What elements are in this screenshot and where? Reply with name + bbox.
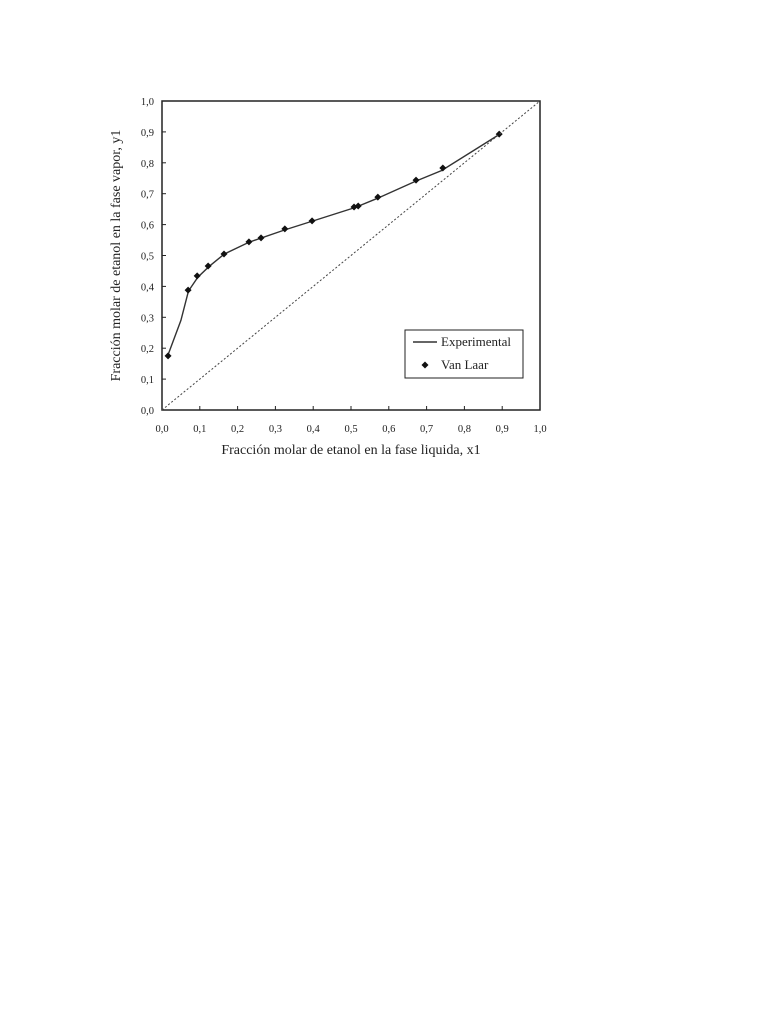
data-point (374, 193, 382, 201)
x-tick-label: 0,3 (269, 424, 282, 435)
x-tick-label: 0,9 (496, 424, 509, 435)
data-point (193, 272, 201, 280)
reference-line (161, 100, 541, 411)
x-tick-label: 0,5 (344, 424, 357, 435)
y-tick-label: 0,8 (141, 159, 154, 170)
data-point (412, 176, 420, 184)
data-point (354, 202, 362, 210)
y-tick-label: 1,0 (141, 97, 154, 108)
x-tick-label: 0,1 (193, 424, 206, 435)
data-line (167, 134, 499, 357)
data-point (308, 217, 316, 225)
y-tick-label: 0,3 (141, 313, 154, 324)
x-tick-label: 0,0 (155, 424, 168, 435)
y-tick-label: 0,4 (141, 282, 155, 293)
data-point (204, 262, 212, 270)
x-tick-label: 1,0 (533, 424, 546, 435)
data-point (281, 225, 289, 233)
y-tick-label: 0,9 (141, 128, 154, 139)
y-tick-label: 0,0 (141, 406, 154, 417)
legend-marker (421, 361, 429, 369)
legend-label: Experimental (441, 334, 511, 349)
x-tick-label: 0,4 (307, 424, 321, 435)
x-tick-label: 0,8 (458, 424, 471, 435)
y-tick-label: 0,7 (141, 190, 154, 201)
x-tick-label: 0,6 (382, 424, 395, 435)
x-axis-label: Fracción molar de etanol en la fase liqu… (221, 443, 480, 458)
data-point (257, 234, 265, 242)
data-point (220, 250, 228, 258)
y-tick-label: 0,5 (141, 252, 154, 263)
y-tick-label: 0,6 (141, 221, 154, 232)
data-point (439, 164, 447, 172)
y-tick-label: 0,2 (141, 344, 154, 355)
x-tick-label: 0,7 (420, 424, 433, 435)
x-tick-label: 0,2 (231, 424, 244, 435)
legend-label: Van Laar (441, 357, 489, 372)
data-point (164, 352, 172, 360)
y-axis-label: Fracción molar de etanol en la fase vapo… (109, 130, 124, 382)
legend-box (404, 329, 524, 379)
y-tick-label: 0,1 (141, 375, 154, 386)
data-point (245, 238, 253, 246)
data-point (184, 286, 192, 294)
